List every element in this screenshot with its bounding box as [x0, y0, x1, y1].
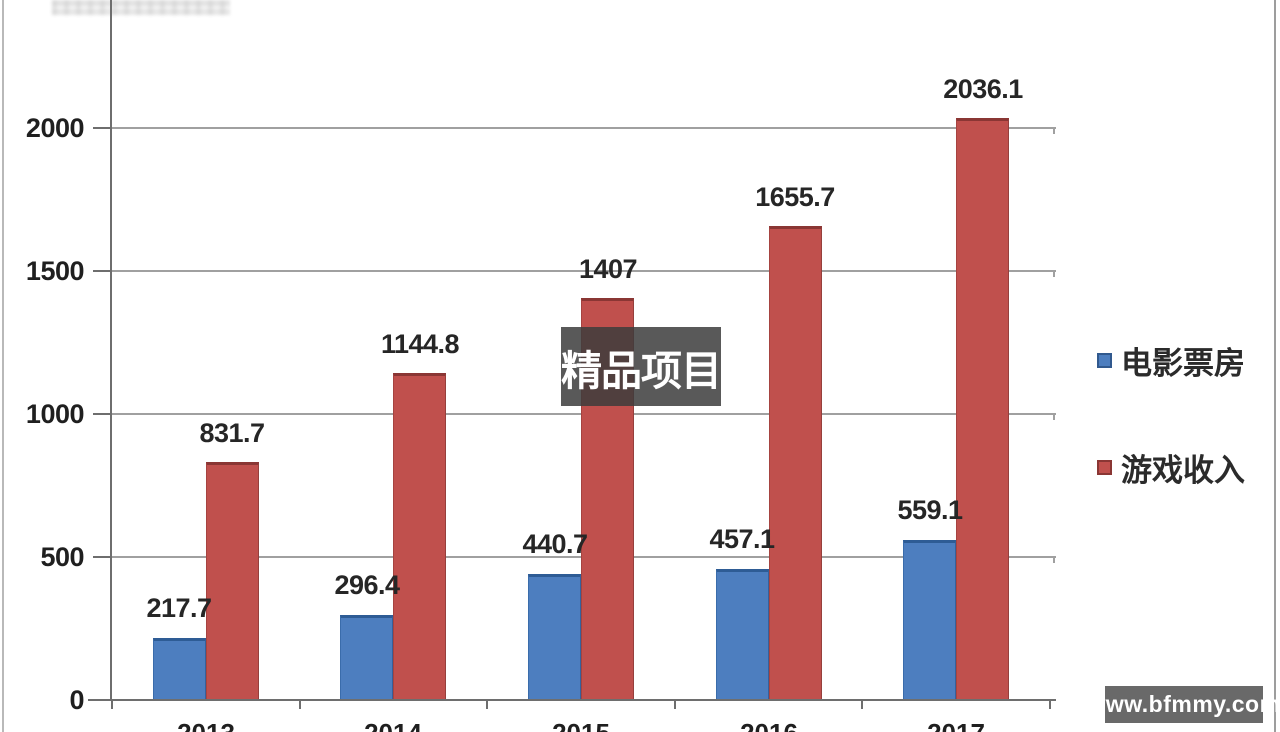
y-tick-label: 1500 [25, 256, 85, 286]
legend-swatch-blue [1097, 352, 1112, 368]
y-tick-label: 500 [40, 542, 84, 572]
data-label-game-revenue-2014: 1144.8 [380, 329, 460, 359]
y-axis-tick [93, 556, 112, 558]
image-left-border [2, 0, 4, 732]
x-tick-label-2013: 2013 [136, 716, 276, 732]
image-right-border [1274, 0, 1276, 732]
bar-game-revenue-2017 [956, 118, 1009, 700]
y-axis-tick [93, 127, 112, 129]
cropped-top-label-artifact [52, 0, 230, 15]
gridline-end-tick [1053, 128, 1055, 134]
x-tick-label-2014: 2014 [323, 716, 463, 732]
data-label-game-revenue-2015: 1407 [578, 254, 638, 284]
gridline-end-tick [1053, 557, 1055, 563]
legend-item-game-revenue: 游戏收入 [1097, 447, 1245, 488]
x-axis-tick [674, 700, 676, 709]
legend-label: 游戏收入 [1121, 452, 1245, 488]
bar-box-office-2017 [903, 540, 956, 700]
data-label-game-revenue-2016: 1655.7 [755, 182, 835, 212]
gridline [112, 270, 1056, 272]
y-axis-tick [93, 413, 112, 415]
gridline-end-tick [1053, 271, 1055, 277]
bar-box-office-2015 [528, 574, 581, 700]
bar-box-office-2016 [716, 569, 769, 700]
y-axis-line [110, 0, 112, 700]
legend-item-box-office: 电影票房 [1097, 340, 1245, 381]
gridline-end-tick [1053, 414, 1055, 420]
bar-box-office-2014 [340, 615, 393, 700]
site-watermark: www.bfmmy.com [1087, 686, 1280, 723]
x-axis-tick [111, 700, 113, 709]
x-tick-label-2017: 2017 [886, 716, 1026, 732]
legend-label: 电影票房 [1121, 345, 1245, 381]
x-tick-label-2016: 2016 [699, 716, 839, 732]
y-tick-label: 0 [69, 685, 84, 715]
x-axis-tick [861, 700, 863, 709]
x-axis-tick [299, 700, 301, 709]
x-axis-tick [486, 700, 488, 709]
y-tick-label: 2000 [25, 113, 85, 143]
bar-game-revenue-2013 [206, 462, 259, 700]
bar-box-office-2013 [153, 638, 206, 700]
center-watermark: 精品项目 [561, 327, 722, 406]
legend-swatch-red [1097, 459, 1112, 475]
bar-game-revenue-2016 [769, 226, 822, 700]
y-tick-label: 1000 [25, 399, 85, 429]
data-label-box-office-2013: 217.7 [146, 593, 212, 623]
site-watermark-text: www.bfmmy.com [1087, 691, 1280, 717]
data-label-box-office-2015: 440.7 [522, 529, 588, 559]
bar-game-revenue-2014 [393, 373, 446, 700]
data-label-game-revenue-2017: 2036.1 [943, 74, 1023, 104]
data-label-game-revenue-2013: 831.7 [199, 418, 265, 448]
center-watermark-text: 精品项目 [561, 347, 722, 394]
gridline [112, 127, 1056, 129]
x-axis-tick [1049, 700, 1051, 709]
data-label-box-office-2016: 457.1 [709, 524, 775, 554]
data-label-box-office-2014: 296.4 [334, 570, 400, 600]
data-label-box-office-2017: 559.1 [897, 495, 963, 525]
y-axis-tick [93, 270, 112, 272]
x-axis-line [88, 699, 1056, 701]
x-tick-label-2015: 2015 [511, 716, 651, 732]
